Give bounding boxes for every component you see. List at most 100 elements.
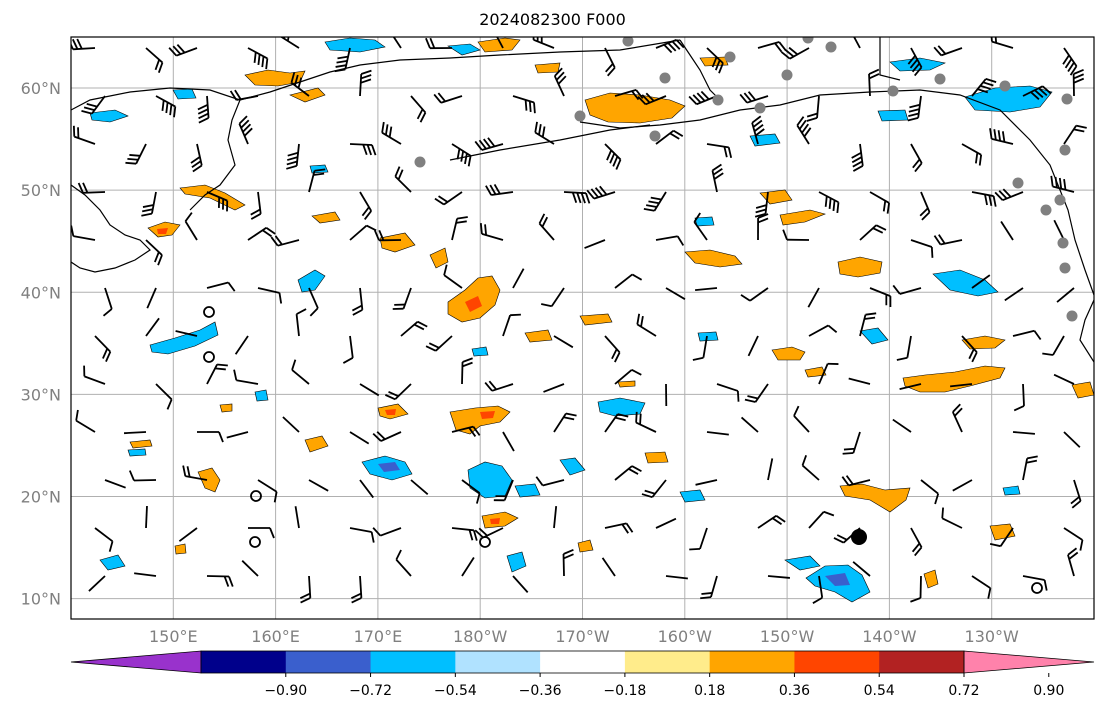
wind-barb — [1070, 479, 1082, 509]
wind-barb — [512, 575, 529, 593]
wind-barb — [94, 335, 112, 362]
station-marker — [414, 156, 426, 168]
wind-barb — [541, 287, 565, 308]
wind-barb — [474, 527, 504, 539]
colorbar-tick-label: 0.18 — [694, 683, 725, 699]
positive-area — [684, 249, 743, 268]
wind-barb — [425, 335, 453, 352]
wind-barb — [184, 212, 198, 241]
wind-barb — [334, 47, 351, 73]
wind-barb — [1004, 287, 1024, 302]
wind-barb — [182, 465, 208, 481]
wind-barb — [308, 168, 326, 193]
gridlines — [71, 37, 1094, 619]
wind-barb — [971, 78, 997, 97]
lat-label: 10°N — [21, 590, 61, 609]
colorbar-extend-high — [963, 650, 1095, 674]
negative-area — [467, 461, 513, 499]
wind-barb — [206, 281, 236, 292]
wind-barb — [641, 479, 667, 499]
station-marker-open — [203, 306, 215, 318]
station-marker — [724, 51, 736, 63]
wind-barb — [971, 191, 997, 207]
colorbar-segment — [370, 651, 456, 673]
wind-barb — [400, 320, 428, 337]
negative-area — [932, 269, 999, 297]
station-marker — [1012, 177, 1024, 189]
wind-barb — [479, 223, 504, 241]
wind-barb — [392, 37, 402, 49]
wind-barb — [910, 239, 934, 258]
wind-barb — [868, 68, 880, 97]
negative-area — [149, 321, 219, 355]
wind-barb — [102, 287, 113, 317]
wind-barb — [747, 335, 759, 357]
wind-barb — [808, 324, 838, 337]
contour-shading — [89, 37, 1094, 603]
wind-barb — [553, 67, 567, 97]
wind-barb — [757, 514, 786, 529]
station-marker — [934, 73, 946, 85]
wind-barb — [247, 47, 269, 70]
station-marker — [1057, 237, 1069, 249]
negative-area — [514, 483, 541, 498]
station-marker-open — [249, 536, 261, 548]
wind-barb — [134, 572, 157, 577]
station-marker — [1061, 93, 1073, 105]
wind-barb — [869, 191, 890, 214]
wind-barb — [250, 191, 262, 220]
wind-barb — [952, 479, 973, 492]
wind-barb — [295, 308, 307, 337]
wind-barb — [226, 431, 249, 439]
positive-area — [577, 539, 594, 553]
wind-barb — [1056, 287, 1075, 303]
wind-barb — [767, 575, 790, 579]
wind-barb — [706, 143, 733, 159]
wind-barb — [899, 383, 922, 390]
wind-barb — [512, 268, 525, 289]
wind-barb — [919, 191, 931, 221]
wind-barb — [562, 548, 574, 577]
negative-area — [309, 164, 329, 174]
lon-label: 150°W — [760, 627, 815, 646]
wind-barb — [961, 335, 978, 363]
positive-area — [1071, 381, 1094, 399]
wind-barb — [532, 37, 555, 49]
negative-area — [694, 216, 715, 227]
wind-barb — [461, 479, 481, 504]
wind-barb — [451, 216, 468, 241]
wind-barb — [1022, 575, 1048, 591]
wind-barb — [141, 191, 157, 217]
colorbar-tick-label: 0.72 — [948, 683, 979, 699]
wind-barb — [241, 560, 259, 577]
wind-barb — [197, 95, 210, 124]
lon-label: 160°E — [251, 627, 300, 646]
wind-barb — [740, 416, 759, 433]
wind-barb — [808, 510, 835, 529]
wind-barb — [848, 377, 871, 385]
wind-barb — [655, 235, 685, 246]
wind-barb — [291, 359, 310, 385]
wind-barb — [229, 89, 259, 101]
wind-barb — [950, 383, 973, 388]
wind-barb — [744, 383, 769, 403]
wind-barb — [233, 369, 259, 385]
positive-area — [534, 62, 561, 74]
wind-barb — [1063, 124, 1087, 145]
wind-barb — [451, 527, 478, 541]
wind-barb — [83, 365, 106, 385]
wind-barb — [359, 383, 380, 397]
wind-barb — [604, 522, 634, 534]
positive-area — [524, 329, 553, 343]
wind-barb — [655, 129, 684, 145]
positive-area — [644, 451, 669, 464]
wind-barb — [757, 213, 769, 241]
wind-barb — [706, 431, 729, 436]
latitude-labels: 10°N 20°N 30°N 40°N 50°N 60°N — [21, 79, 61, 609]
positive-area — [923, 569, 939, 589]
wind-barb — [971, 575, 992, 599]
wind-barb — [145, 239, 163, 266]
wind-barb — [818, 191, 840, 214]
wind-barb — [461, 357, 473, 385]
